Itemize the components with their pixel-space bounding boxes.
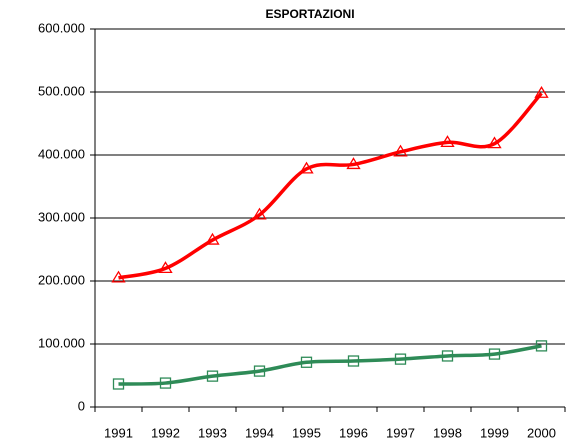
x-tick-label: 1994 <box>245 425 274 440</box>
marker <box>112 378 125 390</box>
marker <box>252 207 267 220</box>
marker <box>158 261 173 274</box>
marker <box>299 161 314 174</box>
y-tick-label: 100.000 <box>38 335 85 350</box>
y-tick-label: 200.000 <box>38 272 85 287</box>
marker <box>535 340 548 352</box>
marker <box>441 350 454 362</box>
x-tick-label: 2000 <box>527 425 556 440</box>
x-tick-label: 1993 <box>198 425 227 440</box>
marker <box>393 144 408 157</box>
marker <box>346 157 361 170</box>
y-tick-label: 300.000 <box>38 209 85 224</box>
x-tick-label: 1998 <box>433 425 462 440</box>
series-line <box>118 92 543 280</box>
x-tick-label: 1997 <box>386 425 415 440</box>
y-tick-label: 600.000 <box>38 20 85 35</box>
marker <box>488 348 501 360</box>
marker <box>111 270 126 283</box>
marker <box>394 353 407 365</box>
marker <box>205 232 220 245</box>
marker <box>534 85 549 98</box>
chart-title: ESPORTAZIONI <box>265 7 354 21</box>
y-tick-label: 400.000 <box>38 146 85 161</box>
marker <box>440 135 455 148</box>
y-tick-label: 500.000 <box>38 83 85 98</box>
x-tick-label: 1999 <box>480 425 509 440</box>
marker <box>159 377 172 389</box>
x-tick-label: 1992 <box>151 425 180 440</box>
y-tick-label: 0 <box>78 398 85 413</box>
x-tick-label: 1996 <box>339 425 368 440</box>
marker <box>347 355 360 367</box>
marker <box>206 370 219 382</box>
x-tick-label: 1991 <box>104 425 133 440</box>
marker <box>300 356 313 368</box>
x-tick-label: 1995 <box>292 425 321 440</box>
marker <box>487 136 502 149</box>
marker <box>253 365 266 377</box>
series-line <box>118 344 542 386</box>
